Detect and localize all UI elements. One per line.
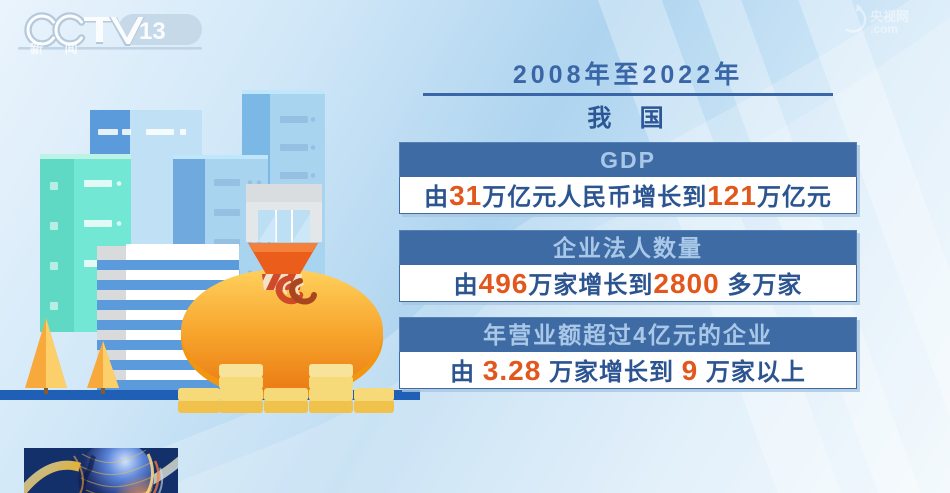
svg-text:13: 13 bbox=[139, 18, 166, 45]
svg-text:.com: .com bbox=[870, 22, 898, 36]
